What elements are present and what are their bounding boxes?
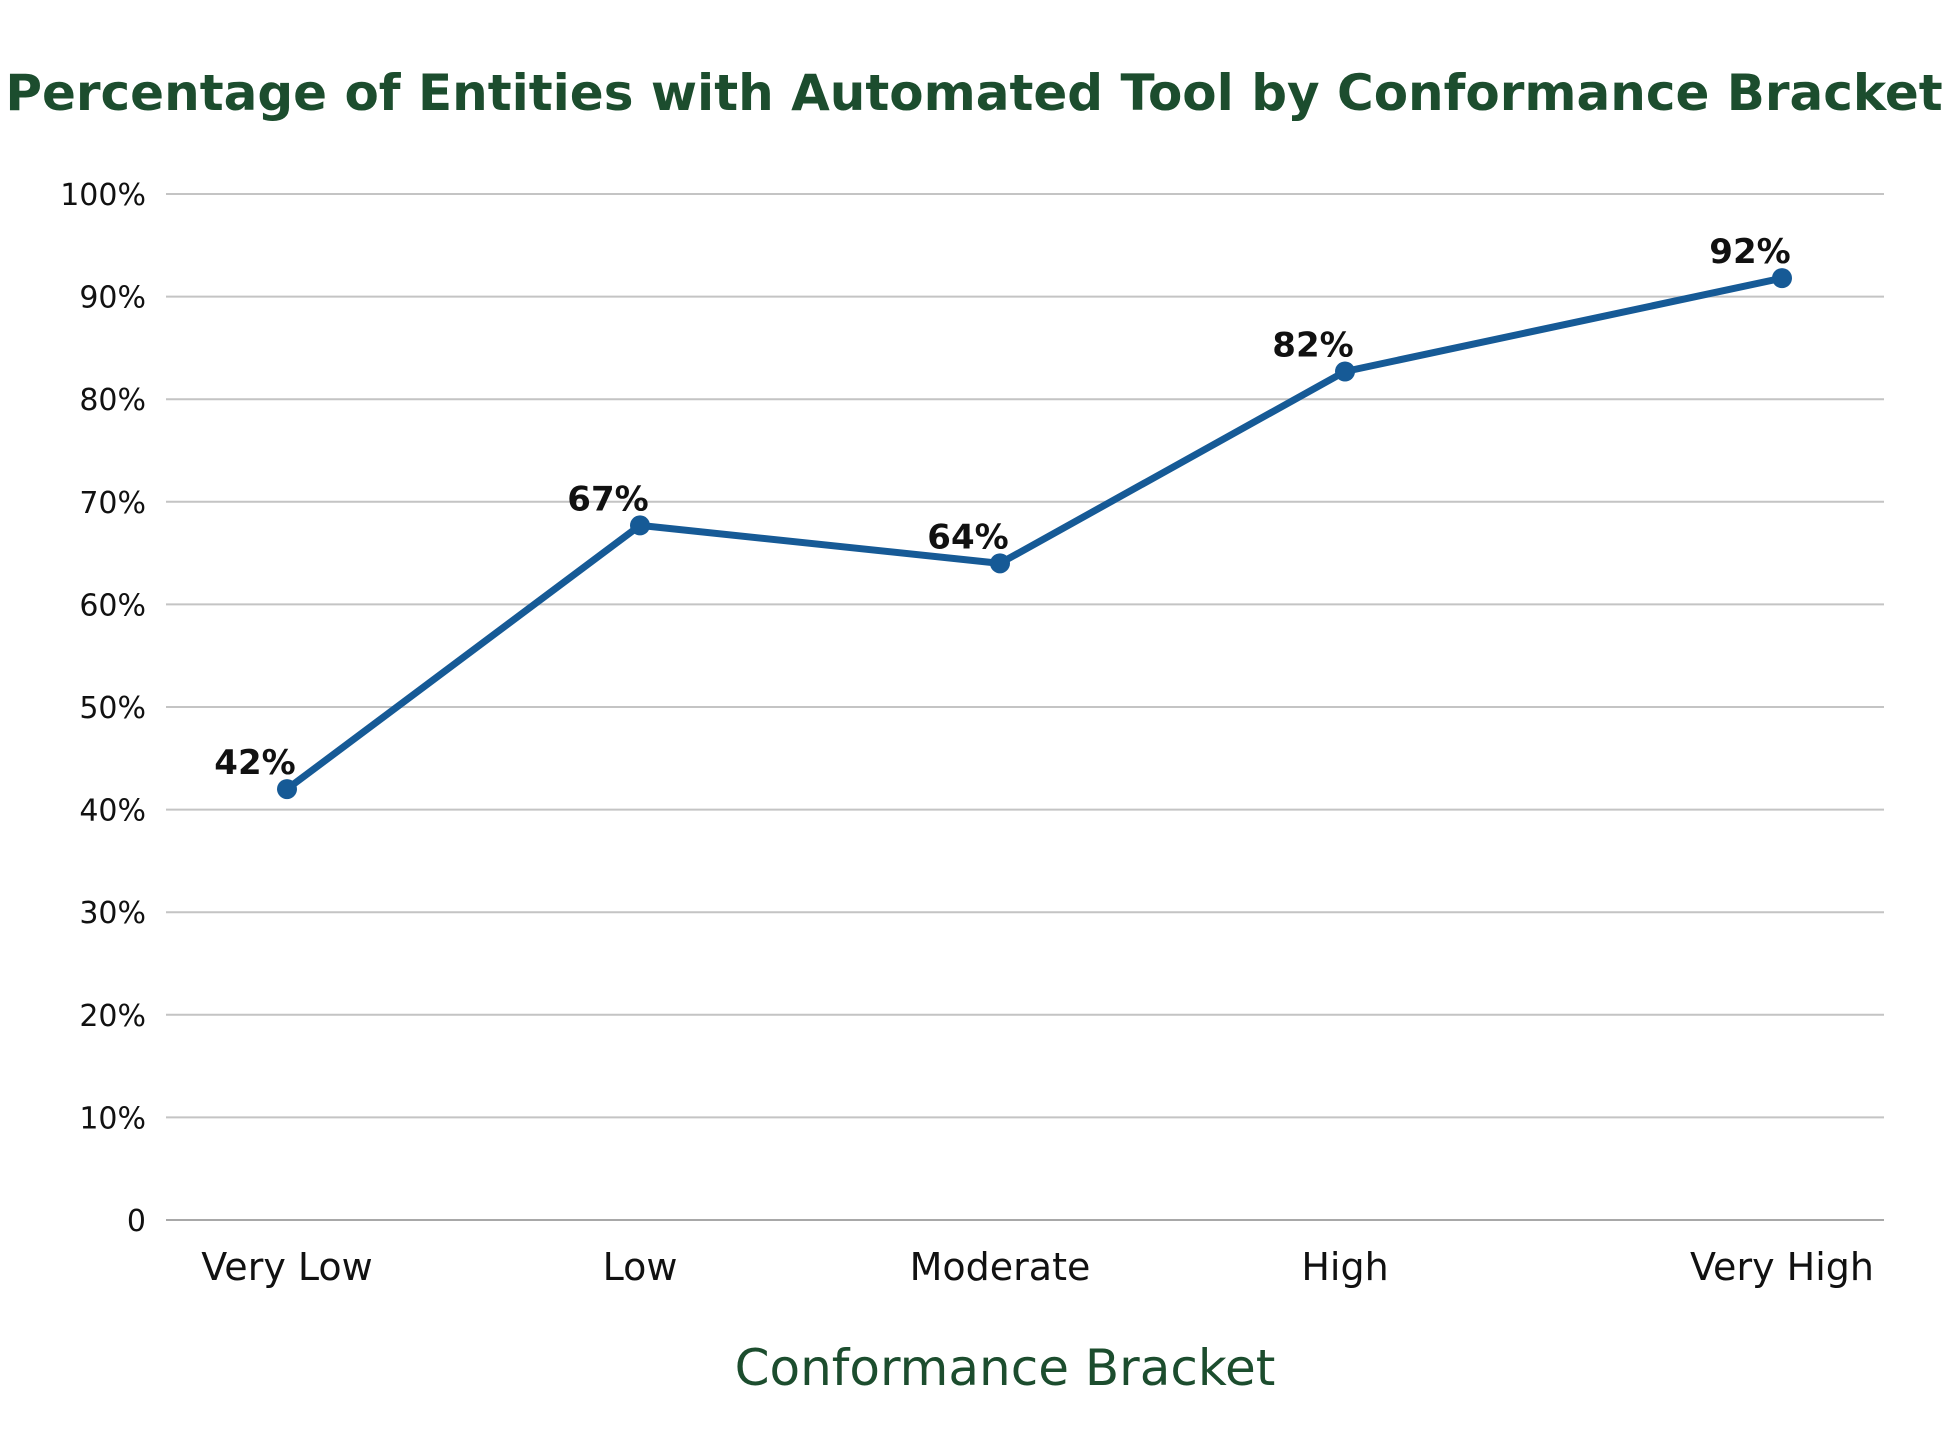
x-tick-label: Moderate (910, 1245, 1091, 1289)
x-tick-label: High (1301, 1245, 1388, 1289)
y-tick-label: 30% (79, 896, 146, 931)
x-tick-label: Very High (1690, 1245, 1874, 1289)
y-tick-label: 70% (79, 486, 146, 521)
data-label: 42% (214, 743, 295, 783)
data-point (1335, 361, 1355, 382)
x-tick-label: Low (603, 1245, 678, 1289)
data-label: 67% (567, 479, 648, 519)
x-tick-label: Very Low (201, 1245, 372, 1289)
data-label: 82% (1272, 325, 1353, 365)
series (277, 268, 1792, 800)
gridlines (166, 193, 1884, 1119)
y-tick-label: 90% (79, 281, 146, 316)
y-tick-label: 10% (79, 1101, 146, 1136)
series-line (283, 274, 1786, 793)
y-tick-label: 50% (79, 691, 146, 726)
data-point (990, 553, 1010, 574)
data-label: 92% (1709, 232, 1790, 272)
x-axis-ticks: Very Low Low Moderate High Very High (201, 1245, 1874, 1289)
y-axis-ticks: 0 10% 20% 30% 40% 50% 60% 70% 80% 90% 100% (60, 178, 146, 1239)
x-axis-title: Conformance Bracket (735, 1339, 1276, 1397)
y-tick-label: 0 (127, 1204, 146, 1239)
data-point (1772, 268, 1792, 289)
y-tick-label: 80% (79, 383, 146, 418)
data-label: 64% (927, 517, 1008, 557)
y-tick-label: 40% (79, 794, 146, 829)
data-labels: 42% 67% 64% 82% 92% (214, 232, 1790, 783)
y-tick-label: 20% (79, 999, 146, 1034)
y-tick-label: 100% (60, 178, 146, 213)
data-point (277, 779, 297, 800)
chart-title: Percentage of Entities with Automated To… (5, 64, 1942, 122)
data-point (630, 515, 650, 536)
y-tick-label: 60% (79, 588, 146, 623)
